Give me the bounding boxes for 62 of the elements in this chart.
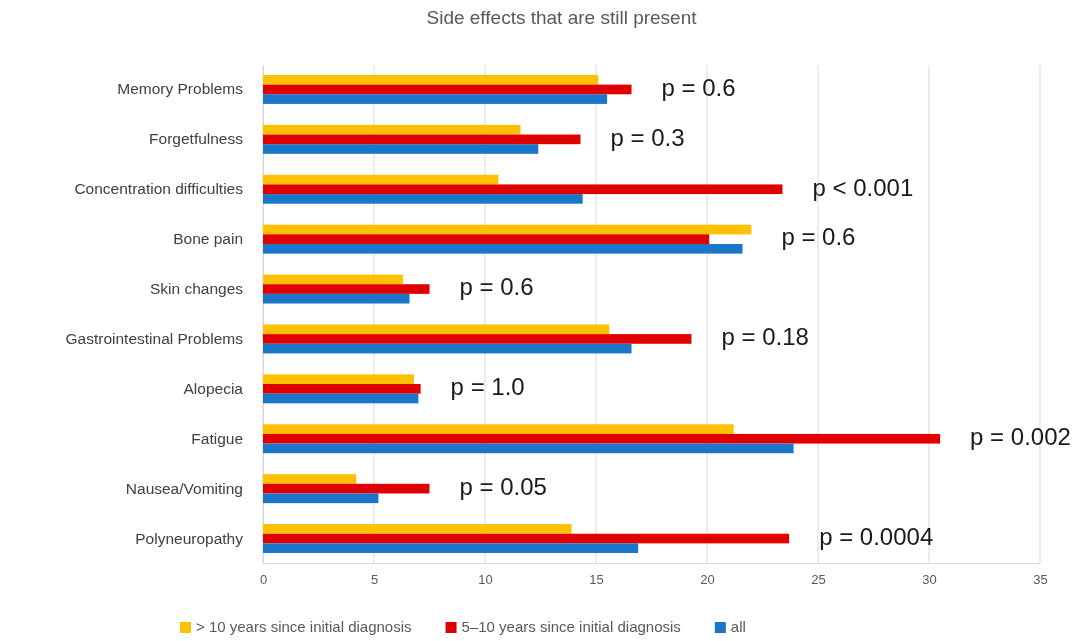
bar xyxy=(263,174,499,185)
bar xyxy=(263,324,610,335)
bar xyxy=(263,124,521,135)
x-tick-label: 35 xyxy=(1033,572,1048,588)
x-tick-label: 5 xyxy=(370,572,379,588)
bar xyxy=(263,243,743,254)
bar xyxy=(263,384,421,394)
bar xyxy=(263,443,794,454)
bar xyxy=(263,433,941,444)
legend-label: > 10 years since initial diagnosis xyxy=(196,617,412,635)
annotation: p = 1.0 xyxy=(450,373,525,401)
bar xyxy=(263,94,608,104)
y-tick-label: Skin changes xyxy=(149,280,244,298)
y-tick-label: Polyneuropathy xyxy=(135,529,244,547)
y-tick-label: Memory Problems xyxy=(117,80,244,98)
x-tick-label: 20 xyxy=(700,572,715,588)
x-tick-label: 30 xyxy=(922,572,937,588)
bar xyxy=(263,234,710,244)
bar xyxy=(263,194,583,204)
annotation: p = 0.05 xyxy=(459,472,547,500)
bar xyxy=(263,374,414,385)
y-tick-label: Bone pain xyxy=(173,230,243,248)
bar xyxy=(263,543,639,554)
bar xyxy=(263,274,403,285)
annotation: p = 0.3 xyxy=(610,123,685,151)
bar xyxy=(263,184,783,195)
y-tick-label: Forgetfulness xyxy=(149,130,244,148)
bar xyxy=(263,293,410,304)
annotation: p = 0.6 xyxy=(661,73,736,101)
y-tick-label: Nausea/Vomiting xyxy=(125,479,243,497)
y-tick-label: Gastrointestinal Problems xyxy=(65,329,244,347)
annotation: p = 0.18 xyxy=(721,323,809,351)
bar xyxy=(263,144,539,154)
legend-label: all xyxy=(730,617,746,635)
chart-title: Side effects that are still present xyxy=(426,7,698,28)
annotation: p = 0.6 xyxy=(781,223,856,251)
bar xyxy=(263,493,379,504)
bar xyxy=(263,84,632,95)
bar xyxy=(263,224,752,235)
annotation: p = 0.002 xyxy=(970,423,1071,451)
bar xyxy=(263,533,790,544)
bar xyxy=(263,424,734,434)
y-tick-label: Alopecia xyxy=(183,379,244,397)
y-tick-label: Fatigue xyxy=(191,429,243,447)
x-tick-label: 10 xyxy=(478,572,493,588)
annotation: p = 0.6 xyxy=(459,273,534,301)
x-tick-label: 15 xyxy=(589,572,604,588)
bar xyxy=(263,474,357,484)
legend-label: 5–10 years since initial diagnosis xyxy=(461,617,681,635)
annotation: p < 0.001 xyxy=(812,173,914,201)
bar xyxy=(263,284,430,294)
bar xyxy=(263,134,581,145)
bar xyxy=(263,74,599,85)
x-tick-label: 25 xyxy=(811,572,826,588)
bar xyxy=(263,343,632,354)
y-tick-label: Concentration difficulties xyxy=(74,180,244,198)
bar xyxy=(263,393,419,404)
bar xyxy=(263,334,692,344)
bar xyxy=(263,524,572,534)
annotation: p = 0.0004 xyxy=(819,522,934,550)
bar xyxy=(263,483,430,494)
x-tick-label: 0 xyxy=(259,572,268,588)
